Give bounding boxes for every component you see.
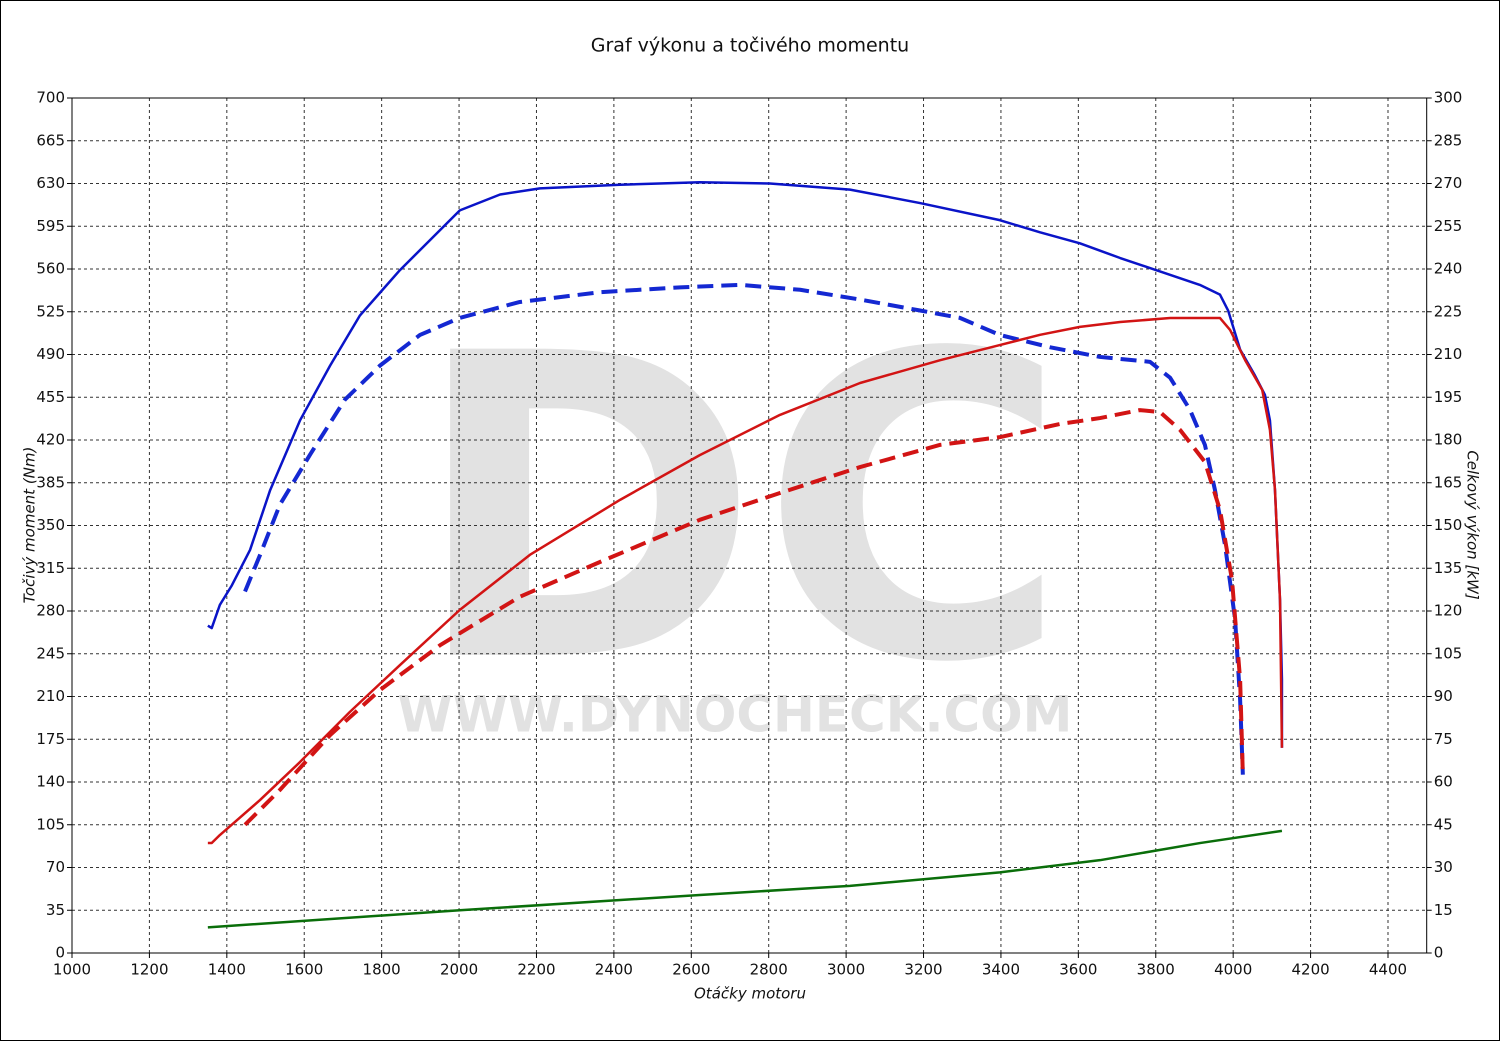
y-tick-label: 0 xyxy=(55,944,65,962)
x-tick-label: 1000 xyxy=(53,961,91,979)
y-tick-label: 175 xyxy=(36,730,65,748)
x-tick-label: 4400 xyxy=(1369,961,1407,979)
y-tick-label: 210 xyxy=(36,687,65,705)
y2-tick-label: 210 xyxy=(1434,345,1463,363)
x-tick-label: 2800 xyxy=(750,961,788,979)
y2-tick-label: 300 xyxy=(1434,89,1463,107)
series-line xyxy=(207,316,1284,845)
y2-tick-label: 15 xyxy=(1434,901,1453,919)
y2-tick-label: 240 xyxy=(1434,260,1463,278)
y2-tick-label: 0 xyxy=(1434,944,1444,962)
y2-tick-label: 270 xyxy=(1434,174,1463,192)
y2-tick-label: 195 xyxy=(1434,388,1463,406)
y-tick-label: 420 xyxy=(36,431,65,449)
y-tick-label: 560 xyxy=(36,260,65,278)
watermark-url: WWW.DYNOCHECK.COM xyxy=(398,686,1073,744)
x-tick-label: 3800 xyxy=(1137,961,1175,979)
x-tick-label: 1400 xyxy=(208,961,246,979)
y-tick-label: 245 xyxy=(36,644,65,662)
plot-border xyxy=(71,97,1428,954)
y2-tick-label: 180 xyxy=(1434,431,1463,449)
y2-tick-label: 60 xyxy=(1434,773,1453,791)
y-tick-label: 105 xyxy=(36,815,65,833)
y-tick-label: 630 xyxy=(36,174,65,192)
y-tick-label: 35 xyxy=(46,901,65,919)
x-tick-label: 3000 xyxy=(827,961,865,979)
y2-tick-label: 90 xyxy=(1434,687,1453,705)
y-tick-label: 455 xyxy=(36,388,65,406)
y2-tick-label: 135 xyxy=(1434,559,1463,577)
y-tick-label: 700 xyxy=(36,89,65,107)
x-tick-label: 2000 xyxy=(440,961,478,979)
series-line xyxy=(243,408,1245,827)
y2-tick-label: 105 xyxy=(1434,644,1463,662)
y2-tick-label: 45 xyxy=(1434,815,1453,833)
x-tick-label: 4000 xyxy=(1214,961,1252,979)
x-tick-label: 2600 xyxy=(672,961,710,979)
x-tick-label: 3200 xyxy=(904,961,942,979)
y2-tick-label: 150 xyxy=(1434,516,1463,534)
series-line xyxy=(207,829,1283,929)
y-tick-label: 140 xyxy=(36,773,65,791)
y-tick-label: 490 xyxy=(36,345,65,363)
y-tick-label: 350 xyxy=(36,516,65,534)
watermark: DC xyxy=(412,266,1069,755)
chart-title: Graf výkonu a točivého momentu xyxy=(591,35,909,57)
x-tick-label: 1200 xyxy=(130,961,168,979)
x-tick-label: 3400 xyxy=(982,961,1020,979)
y2-tick-label: 285 xyxy=(1434,131,1463,149)
y-tick-label: 280 xyxy=(36,602,65,620)
y2-tick-label: 30 xyxy=(1434,858,1453,876)
y2-tick-label: 165 xyxy=(1434,473,1463,491)
y-tick-label: 665 xyxy=(36,131,65,149)
x-tick-label: 2400 xyxy=(595,961,633,979)
x-tick-label: 1800 xyxy=(363,961,401,979)
y-tick-label: 315 xyxy=(36,559,65,577)
y2-tick-label: 75 xyxy=(1434,730,1453,748)
x-tick-label: 4200 xyxy=(1291,961,1329,979)
x-axis-label: Otáčky motoru xyxy=(694,985,806,1003)
x-tick-label: 2200 xyxy=(517,961,555,979)
y-tick-label: 70 xyxy=(46,858,65,876)
series-line xyxy=(243,282,1245,775)
y-tick-label: 385 xyxy=(36,473,65,491)
y2-tick-label: 225 xyxy=(1434,302,1463,320)
y-axis-label: Točivý moment (Nm) xyxy=(21,447,39,604)
y-tick-label: 525 xyxy=(36,302,65,320)
y2-tick-label: 120 xyxy=(1434,602,1463,620)
x-tick-label: 1600 xyxy=(285,961,323,979)
y2-tick-label: 255 xyxy=(1434,217,1463,235)
y2-axis-label: Celkový výkon [kW] xyxy=(1464,450,1482,600)
x-tick-label: 3600 xyxy=(1059,961,1097,979)
y-tick-label: 595 xyxy=(36,217,65,235)
